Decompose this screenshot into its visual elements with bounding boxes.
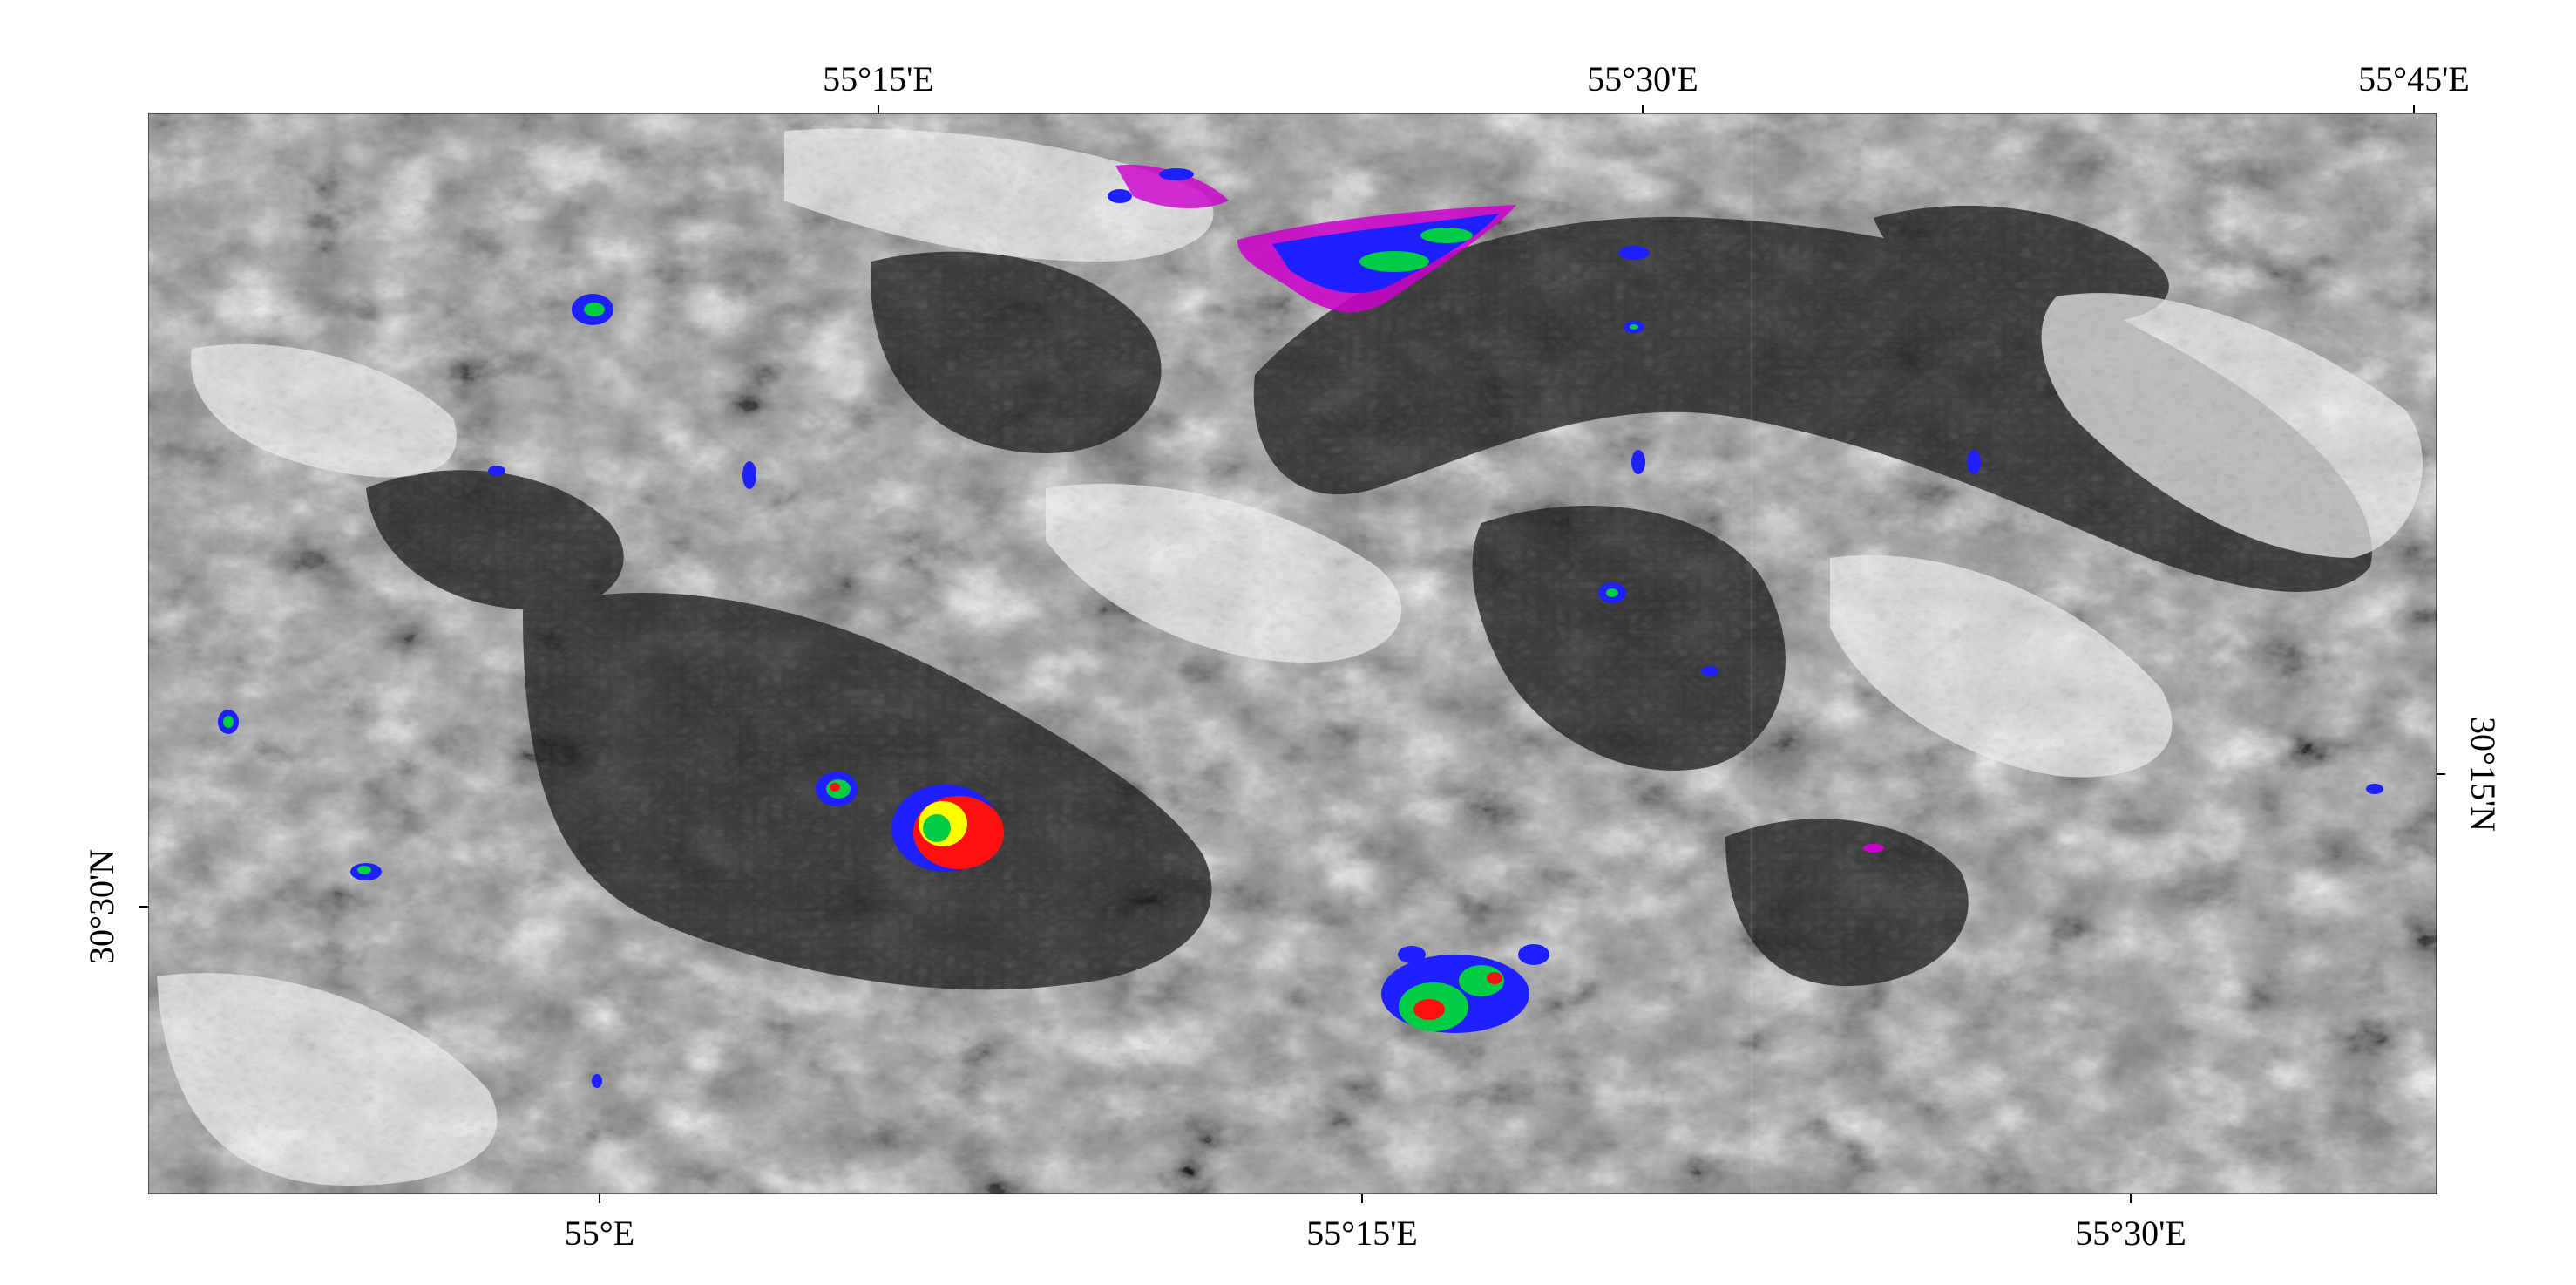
left-axis-label-1: 30°30'N: [82, 849, 121, 964]
tick-marks: [139, 105, 2445, 1203]
right-axis-label-1: 30°15'N: [2464, 717, 2503, 832]
anomaly-north-streak: [1115, 165, 1516, 313]
top-axis-label-2: 55°30'E: [1587, 59, 1698, 99]
anomaly-central-cluster: [816, 772, 1004, 872]
bottom-axis-label-2: 55°15'E: [1306, 1214, 1418, 1253]
top-axis-label-1: 55°15'E: [823, 59, 934, 99]
anomaly-overlays: [218, 165, 2383, 1088]
top-axis-label-3: 55°45'E: [2358, 59, 2470, 99]
satellite-image: [148, 113, 2437, 1194]
anomaly-scattered: [218, 189, 2383, 1088]
anomaly-south-cluster: [1381, 944, 1549, 1033]
bottom-axis-label-1: 55°E: [565, 1214, 634, 1253]
bottom-axis-label-3: 55°30'E: [2075, 1214, 2186, 1253]
